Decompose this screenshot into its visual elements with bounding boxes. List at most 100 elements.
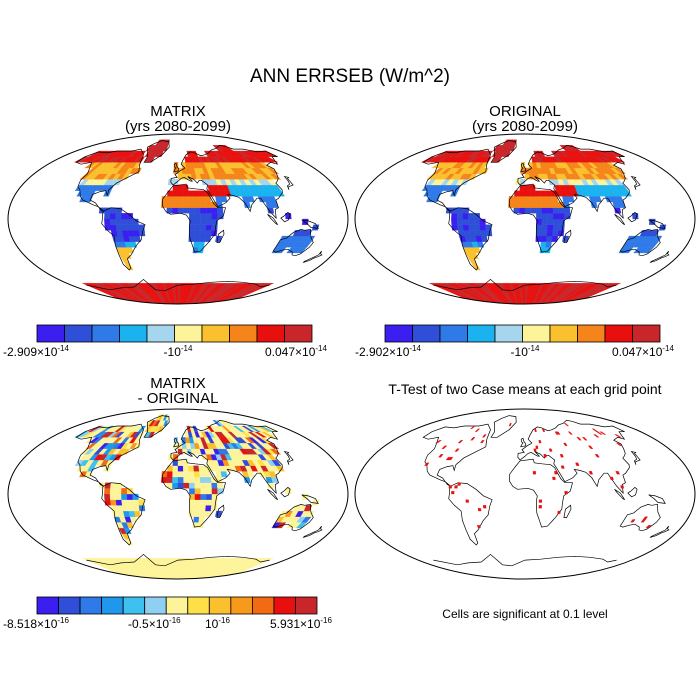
significant-cell [482,434,487,438]
coastline-newguinea [301,494,319,504]
coastline-newzealand [649,250,670,264]
grid-cell [480,230,487,237]
grid-cell [110,499,117,506]
coastline-australia [619,503,661,532]
significant-cell [534,428,537,432]
grid-cell [540,190,547,197]
coastline-southamerica [448,482,493,546]
significant-cell [538,440,542,444]
grid-cell [188,471,195,478]
grid-cell [110,207,117,214]
grid-cell [524,207,531,214]
coastline-southamerica [101,207,146,271]
coastline-sumatra [614,489,625,501]
grid-cell [133,230,140,237]
colorbar-difference-mid2-label: 10-16 [205,616,230,631]
grid-cell [109,493,117,500]
colorbar-matrix-min-label: -2.909×10-14 [3,344,69,359]
grid-cell [457,224,464,231]
grid-cell [311,224,320,231]
coastline-madagascar [563,229,572,243]
coastline-japan [283,450,294,465]
coastline-australia [272,228,314,257]
grid-cell [205,505,212,512]
colorbar-matrix [36,324,313,343]
grid-cell [133,167,142,174]
grid-cell [524,184,531,191]
significant-cell [454,485,458,489]
grid-cell [132,224,140,231]
grid-cell [172,465,179,472]
grid-cell [200,488,207,495]
grid-cell [211,213,218,220]
grid-cell [206,488,213,495]
grid-cell [133,442,142,449]
colorbar-matrix-mid-label: -10-14 [163,344,193,359]
grid-cell [200,218,207,225]
grid-cell [541,218,548,225]
grid-cell [104,224,112,231]
grid-cell [513,196,520,203]
coastline-madagascar [216,229,225,243]
colorbar-swatch [64,324,93,343]
significant-cell [476,525,481,529]
grid-cell [177,476,184,483]
significant-cell [594,454,600,458]
coastline-northamerica [75,148,144,212]
colorbar-swatch [256,324,285,343]
grid-cell [530,207,537,214]
colorbar-swatch [439,324,468,343]
grid-cell [193,190,200,197]
grid-cell [456,213,464,220]
grid-cell [199,230,207,237]
significant-cell [477,508,482,512]
significant-cell [535,445,539,449]
grid-cell [519,201,526,208]
grid-cell [126,488,133,495]
significant-cell [424,462,430,466]
grid-cell [530,201,537,208]
grid-cell [115,488,122,495]
grid-cell [109,218,117,225]
significant-cell [457,440,464,444]
grid-cell [215,235,222,242]
grid-cell [110,224,117,231]
grid-cell [547,207,554,214]
grid-cell [205,499,213,506]
grid-cell [199,471,206,478]
coastline-uk [520,162,527,173]
colorbar-swatch [229,324,258,343]
significant-cell [588,471,593,475]
grid-cell [536,224,543,231]
coastline-borneo [627,211,638,223]
grid-cell [183,190,189,197]
grid-cell [193,241,200,248]
significant-cell [554,471,558,475]
grid-cell [199,476,207,483]
significant-cell [567,431,573,435]
grid-cell [462,218,469,225]
significant-cell [642,516,648,520]
colorbar-swatch [187,596,210,615]
grid-cell [132,218,139,225]
grid-cell [536,213,543,220]
significant-cell [615,442,623,446]
grid-cell [519,190,526,197]
colorbar-swatch [230,596,253,615]
grid-cell [485,224,492,231]
significant-cell [435,440,442,444]
grid-cell [183,196,190,203]
panel-original-subtitle: (yrs 2080-2099) [472,118,578,135]
grid-cell [134,235,141,242]
coastline-newzealand [302,525,323,539]
grid-cell [205,476,212,483]
colorbar-swatch [119,324,148,343]
main-title: ANN ERRSEB (W/m^2) [250,66,450,87]
colorbar-difference-max-label: 5.931×10-16 [270,616,332,631]
colorbar-swatch [284,324,313,343]
grid-cell [115,213,122,220]
grid-cell [194,218,201,225]
grid-cell [104,213,111,220]
significant-cell [474,428,481,432]
significant-cell [533,448,537,452]
